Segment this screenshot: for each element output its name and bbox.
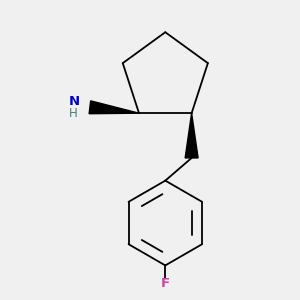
Text: H: H [69,107,78,120]
Text: F: F [161,277,170,290]
Polygon shape [89,101,139,114]
Text: N: N [68,95,80,109]
Polygon shape [185,113,198,158]
